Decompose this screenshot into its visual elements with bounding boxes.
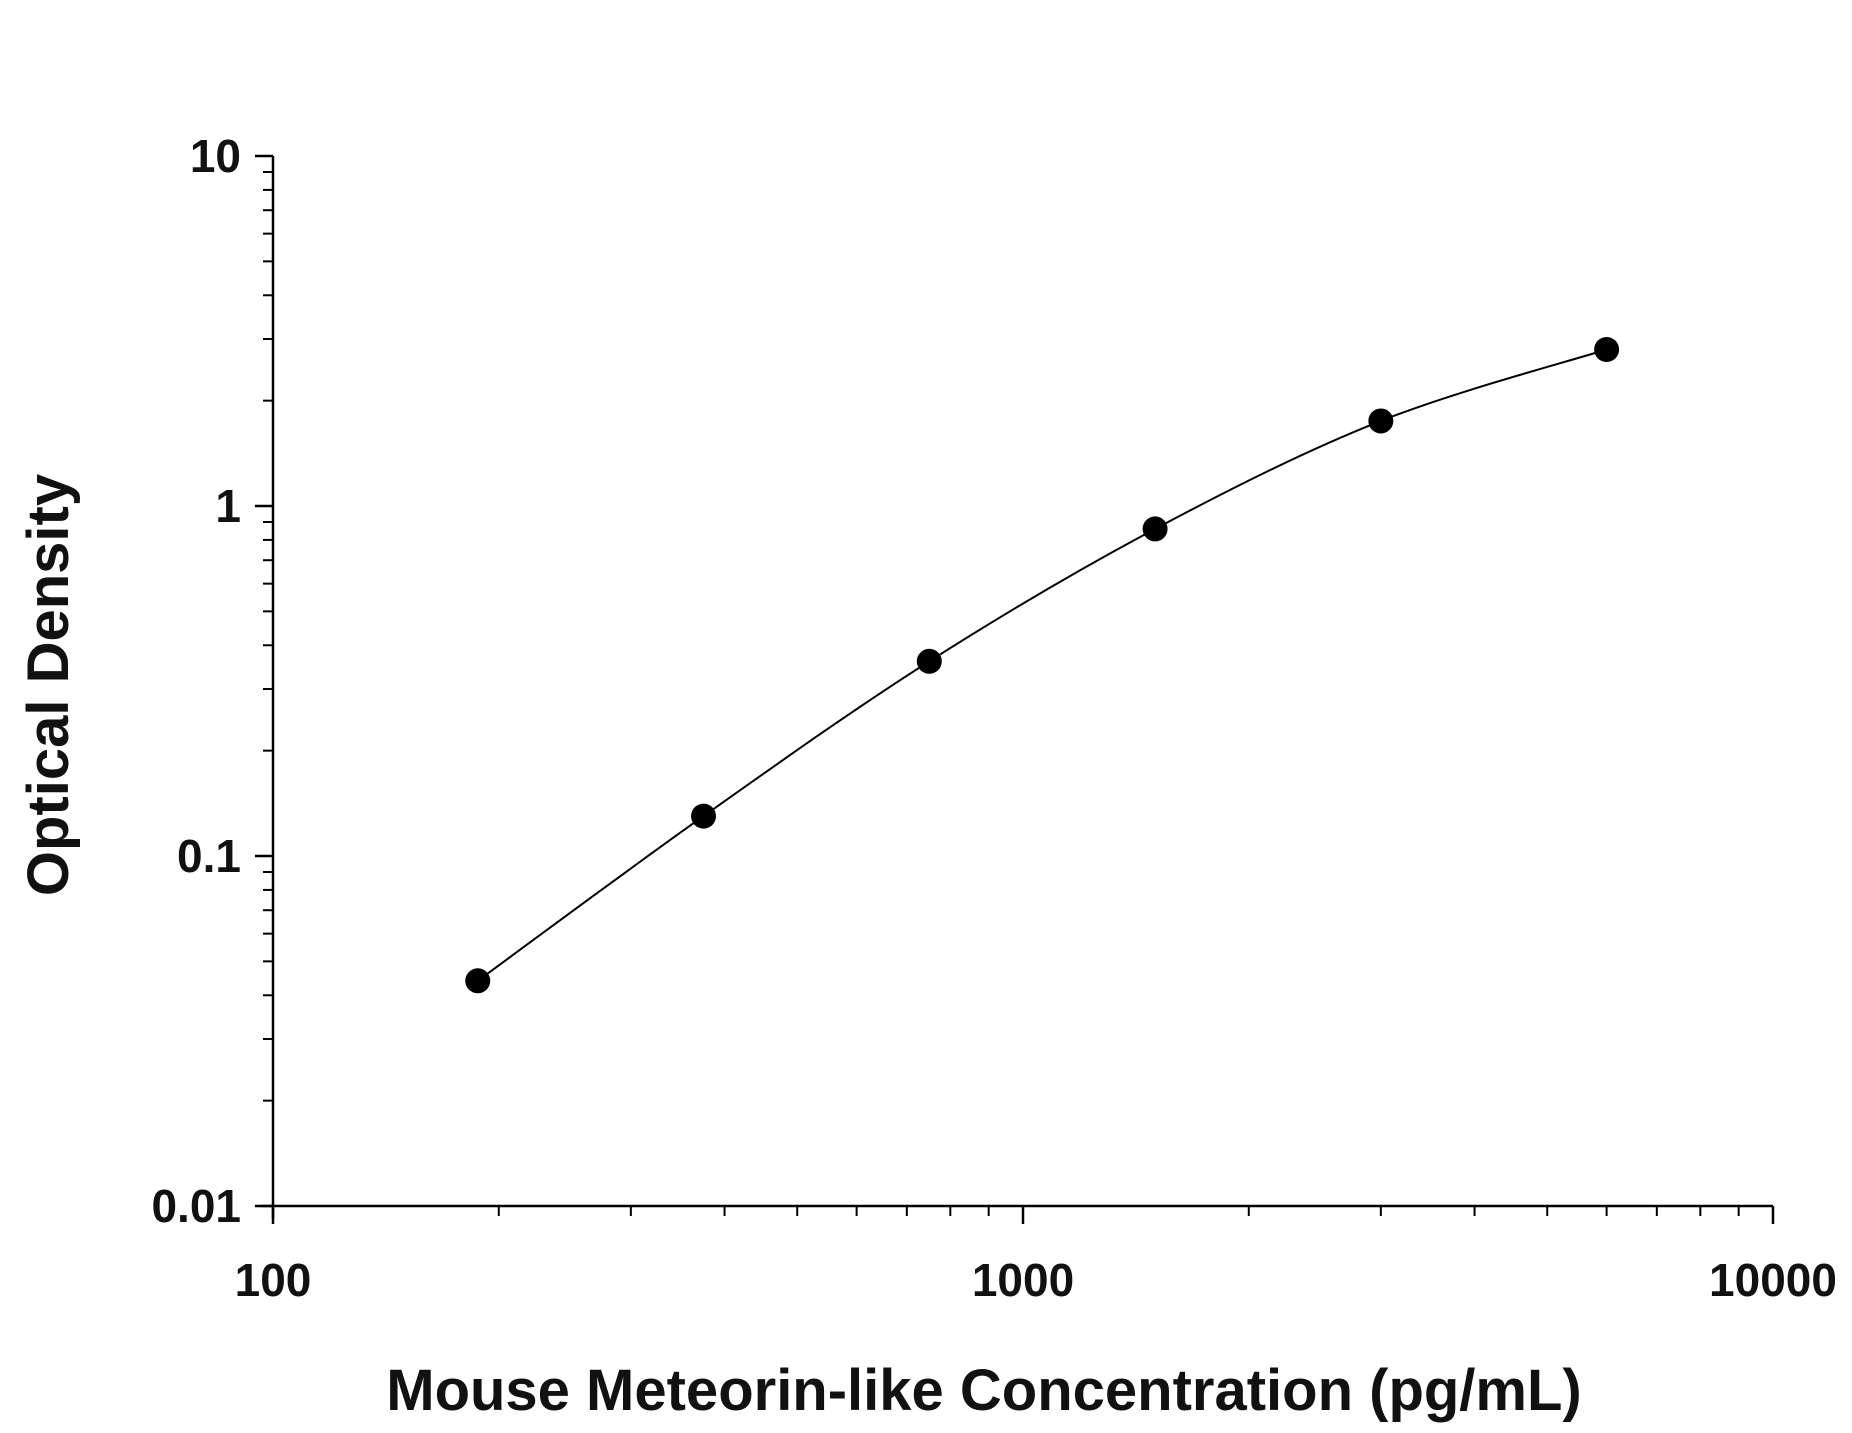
tick-labels: 0.01 0.1 1 10 100 1000 10000 xyxy=(151,130,1836,1306)
data-point xyxy=(465,968,491,994)
y-tick-label: 1 xyxy=(215,480,241,532)
axes xyxy=(261,156,1773,1218)
data-point xyxy=(1142,516,1168,542)
data-point xyxy=(1368,408,1394,434)
y-tick-label: 0.01 xyxy=(151,1180,241,1232)
data-point xyxy=(916,648,942,674)
fit-curve xyxy=(477,348,1607,982)
fit-curve-group xyxy=(477,348,1607,982)
data-point xyxy=(691,803,717,829)
x-tick-label: 1000 xyxy=(972,1254,1074,1306)
x-axis-title: Mouse Meteorin-like Concentration (pg/mL… xyxy=(386,1358,1582,1423)
x-tick-label: 10000 xyxy=(1709,1254,1837,1306)
data-point xyxy=(1594,336,1620,362)
axis-ticks xyxy=(255,154,1775,1224)
y-axis-title: Optical Density xyxy=(16,474,81,896)
x-tick-label: 100 xyxy=(235,1254,312,1306)
y-tick-label: 10 xyxy=(190,130,241,182)
y-tick-label: 0.1 xyxy=(177,830,241,882)
data-points xyxy=(465,336,1620,994)
